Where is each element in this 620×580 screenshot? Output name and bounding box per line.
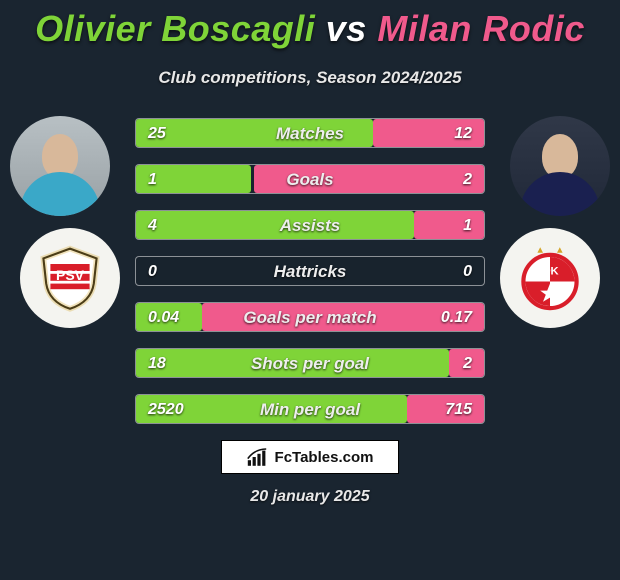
- stat-label: Goals: [136, 165, 484, 195]
- player2-avatar: [510, 116, 610, 216]
- stat-value-right: 2: [463, 165, 472, 195]
- player1-club-logo: PSV: [20, 228, 120, 328]
- player2-club-logo: ΦK: [500, 228, 600, 328]
- comparison-title: Olivier Boscagli vs Milan Rodic: [0, 0, 620, 50]
- stat-row: 18Shots per goal2: [135, 348, 485, 378]
- vs-label: vs: [326, 8, 367, 49]
- date-label: 20 january 2025: [0, 488, 620, 506]
- stat-row: 25Matches12: [135, 118, 485, 148]
- stat-value-right: 12: [454, 119, 472, 149]
- stat-value-right: 0: [463, 257, 472, 287]
- comparison-content: PSV ΦK 25Matches121Goals24Assists10Hattr…: [0, 116, 620, 424]
- stats-table: 25Matches121Goals24Assists10Hattricks00.…: [135, 116, 485, 424]
- stat-row: 1Goals2: [135, 164, 485, 194]
- player1-avatar: [10, 116, 110, 216]
- psv-shield-icon: PSV: [35, 243, 105, 313]
- svg-text:ΦK: ΦK: [541, 266, 558, 278]
- stat-value-right: 1: [463, 211, 472, 241]
- stat-label: Matches: [136, 119, 484, 149]
- stat-label: Min per goal: [136, 395, 484, 425]
- player1-name: Olivier Boscagli: [35, 8, 315, 49]
- stat-value-right: 2: [463, 349, 472, 379]
- stat-label: Shots per goal: [136, 349, 484, 379]
- stat-label: Assists: [136, 211, 484, 241]
- player2-name: Milan Rodic: [377, 8, 585, 49]
- red-star-shield-icon: ΦK: [515, 243, 585, 313]
- stat-value-right: 0.17: [441, 303, 472, 333]
- chart-icon: [247, 447, 271, 467]
- stat-row: 4Assists1: [135, 210, 485, 240]
- stat-label: Goals per match: [136, 303, 484, 333]
- brand-text: FcTables.com: [275, 449, 374, 466]
- stat-label: Hattricks: [136, 257, 484, 287]
- stat-row: 0.04Goals per match0.17: [135, 302, 485, 332]
- stat-value-right: 715: [445, 395, 472, 425]
- brand-badge[interactable]: FcTables.com: [221, 440, 399, 474]
- svg-text:PSV: PSV: [56, 267, 85, 283]
- stat-row: 0Hattricks0: [135, 256, 485, 286]
- subtitle: Club competitions, Season 2024/2025: [0, 68, 620, 88]
- stat-row: 2520Min per goal715: [135, 394, 485, 424]
